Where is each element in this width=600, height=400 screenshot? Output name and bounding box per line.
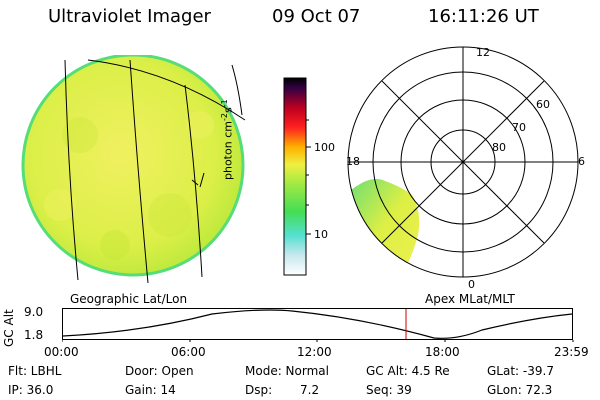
xtick-1800: 18:00 (425, 345, 460, 359)
altitude-plot (62, 308, 574, 342)
seq-info: Seq: 39 (366, 383, 412, 397)
glat-info: GLat: -39.7 (487, 364, 554, 378)
gc-alt-info: GC Alt: 4.5 Re (366, 364, 450, 378)
dsp-value: 7.2 (300, 383, 320, 397)
altitude-ymin: 1.8 (24, 328, 44, 342)
dsp-label: Dsp: (245, 383, 273, 397)
colorbar-tick-100: 100 (314, 141, 335, 154)
color-bar (283, 77, 311, 276)
time-label: 16:11:26 UT (428, 6, 539, 27)
mlt-label-0: 0 (468, 278, 475, 291)
mlt-label-6: 6 (578, 155, 585, 168)
filter-info: Flt: LBHL (8, 364, 62, 378)
mode-info: Mode: Normal (245, 364, 329, 378)
lat-label-80: 80 (492, 141, 506, 154)
disc-edge (21, 55, 245, 277)
colorbar-tick-10: 10 (314, 228, 328, 241)
xtick-0600: 06:00 (171, 345, 206, 359)
geographic-image (21, 55, 246, 284)
door-info: Door: Open (125, 364, 194, 378)
date-label: 09 Oct 07 (272, 6, 361, 27)
lat-label-70: 70 (512, 121, 526, 134)
altitude-ymax: 9.0 (24, 305, 44, 319)
xtick-2359: 23:59 (554, 345, 589, 359)
gain-info: Gain: 14 (125, 383, 176, 397)
mlt-label-12: 12 (476, 46, 490, 59)
xtick-0000: 00:00 (44, 345, 79, 359)
geographic-panel-label: Geographic Lat/Lon (70, 292, 188, 306)
lat-label-60: 60 (536, 98, 550, 111)
altitude-ylabel: GC Alt (2, 309, 16, 347)
polar-grid (347, 46, 579, 278)
colorbar-label: photon cm-2s-1 (220, 99, 235, 180)
polar-plot (347, 46, 579, 278)
altitude-curve (62, 309, 573, 339)
ip-info: IP: 36.0 (8, 383, 54, 397)
glon-info: GLon: 72.3 (487, 383, 553, 397)
instrument-title: Ultraviolet Imager (48, 6, 211, 27)
mlt-label-18: 18 (346, 155, 360, 168)
xtick-1200: 12:00 (297, 345, 332, 359)
apex-panel-label: Apex MLat/MLT (425, 292, 515, 306)
lat-lon-grid (64, 59, 246, 284)
image-mapped-region (348, 178, 420, 277)
